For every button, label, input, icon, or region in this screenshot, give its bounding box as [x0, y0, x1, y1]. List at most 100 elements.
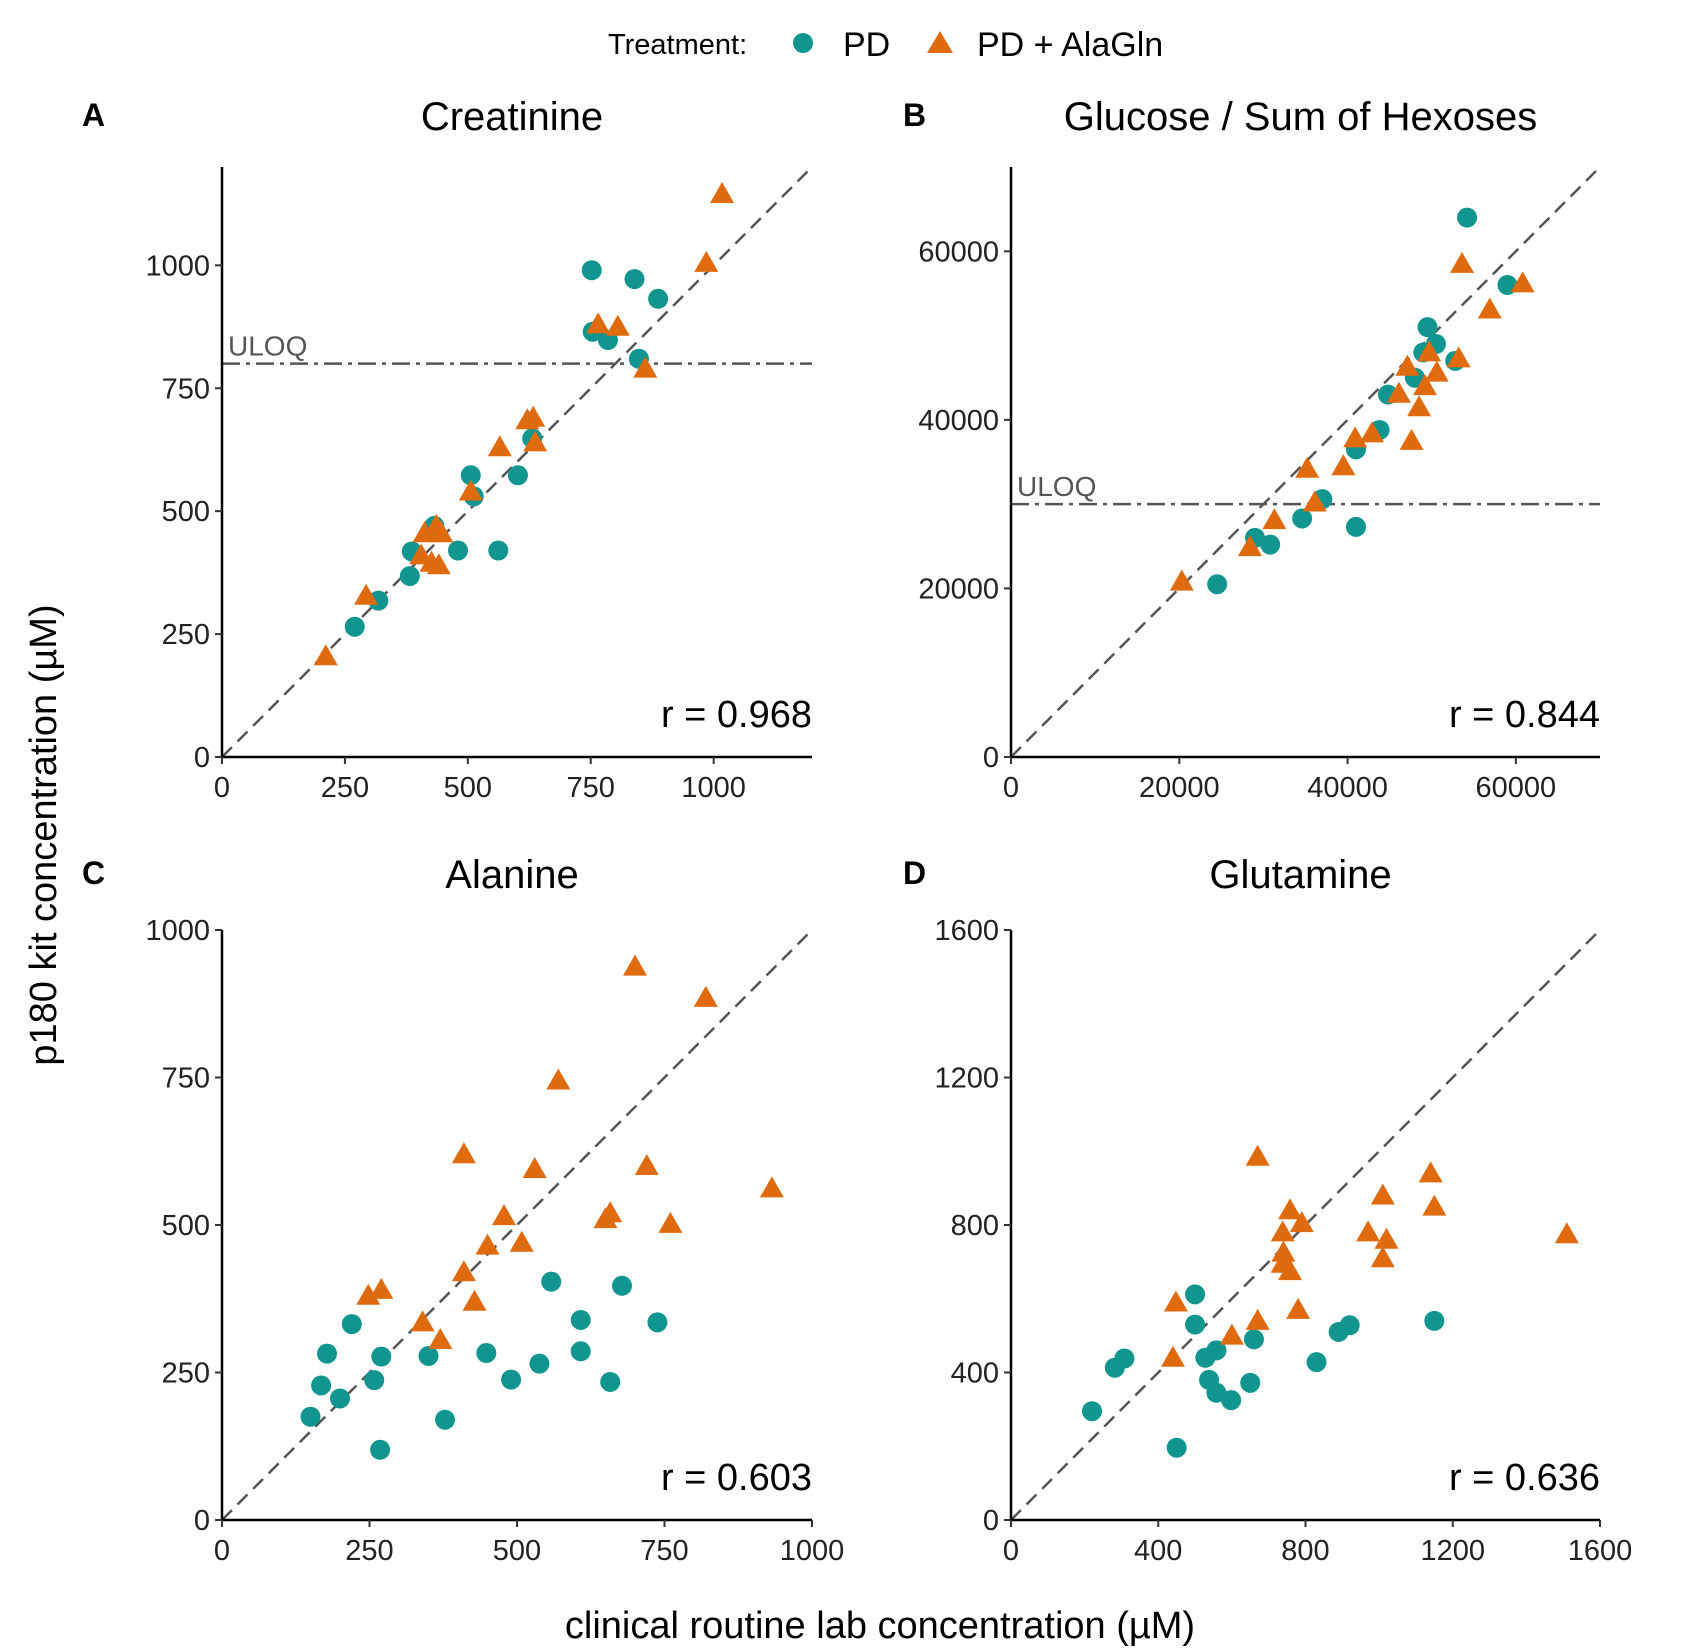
point-pd-alagln — [369, 1277, 394, 1299]
point-pd-alagln — [1237, 535, 1262, 557]
panel-c: C Alanine 0 250 500 750 1000 0 250 500 750 1000 r = … — [82, 853, 844, 1567]
point-pd-alagln — [1295, 456, 1320, 478]
point-pd — [1185, 1314, 1206, 1335]
legend-pdala-marker — [927, 31, 953, 53]
point-pd-alagln — [429, 521, 454, 543]
point-pd — [1206, 1340, 1227, 1361]
point-pd-alagln — [710, 182, 735, 204]
point-pd-alagln — [451, 1260, 476, 1282]
y-tick-label: 0 — [983, 1505, 999, 1537]
point-pd — [370, 1439, 391, 1460]
point-pd-alagln — [1160, 1345, 1185, 1367]
point-pd-alagln — [1477, 297, 1502, 319]
legend: Treatment: PD PD + AlaGln — [608, 26, 1163, 64]
point-pd-alagln — [451, 1142, 476, 1164]
point-pd — [529, 1353, 550, 1374]
point-pd — [1185, 1284, 1206, 1305]
panel-title: Creatinine — [421, 95, 603, 139]
x-tick-label: 750 — [640, 1535, 688, 1567]
point-pd-alagln — [658, 1211, 683, 1233]
panel-title: Glutamine — [1209, 853, 1391, 897]
uloq-label: ULOQ — [1017, 471, 1096, 502]
y-tick-label: 40000 — [918, 405, 999, 437]
point-pd — [488, 540, 509, 561]
uloq-label: ULOQ — [228, 331, 307, 362]
legend-title: Treatment: — [608, 29, 747, 61]
identity-line — [221, 166, 813, 758]
point-pd — [1339, 1315, 1360, 1336]
point-pd — [1424, 1310, 1445, 1331]
y-tick-label: 60000 — [918, 236, 999, 268]
point-pd-alagln — [1270, 1220, 1295, 1242]
point-pd — [300, 1406, 321, 1427]
y-tick-label: 0 — [194, 742, 210, 774]
y-tick-label: 20000 — [918, 573, 999, 605]
point-pd-alagln — [1412, 374, 1437, 396]
y-tick-label: 500 — [162, 496, 210, 528]
y-tick-label: 750 — [162, 373, 210, 405]
point-pd-alagln — [1169, 569, 1194, 591]
point-pd — [368, 590, 389, 611]
point-pd-alagln — [1245, 1308, 1270, 1330]
point-pd-alagln — [1278, 1259, 1303, 1281]
point-pd — [612, 1275, 633, 1296]
point-pd — [371, 1346, 392, 1367]
point-pd — [570, 1341, 591, 1362]
point-pd — [507, 465, 528, 486]
y-axis-title: p180 kit concentration (µM) — [23, 604, 65, 1065]
y-tick-label: 250 — [162, 1358, 210, 1390]
panel-title: Alanine — [445, 853, 578, 897]
correlation-label: r = 0.636 — [1449, 1457, 1600, 1499]
point-pd-alagln — [694, 250, 719, 272]
panel-label: A — [82, 97, 105, 133]
point-pd — [1206, 1382, 1227, 1403]
correlation-label: r = 0.603 — [661, 1457, 812, 1499]
point-pd — [647, 1312, 668, 1333]
legend-pd-label: PD — [843, 26, 890, 64]
point-pd-alagln — [1370, 1246, 1395, 1268]
point-pd — [1243, 1329, 1264, 1350]
y-tick-label: 0 — [983, 742, 999, 774]
panel-d: D Glutamine 0 400 800 1200 1600 0 400 800 1200 1600… — [903, 853, 1632, 1567]
x-tick-label: 1000 — [681, 772, 746, 804]
point-pd-alagln — [1359, 421, 1384, 443]
point-pd-alagln — [1370, 1183, 1395, 1205]
x-tick-label: 250 — [345, 1535, 393, 1567]
x-tick-label: 0 — [214, 1535, 230, 1567]
point-pd-alagln — [458, 479, 483, 501]
point-pd-alagln — [354, 583, 379, 605]
point-pd-alagln — [623, 954, 647, 976]
point-pd — [541, 1271, 562, 1292]
point-pd — [399, 566, 420, 587]
point-pd — [624, 269, 645, 290]
point-pd — [311, 1375, 332, 1396]
point-pd-alagln — [634, 1154, 659, 1175]
point-pd-alagln — [356, 1283, 381, 1305]
point-pd-alagln — [487, 435, 512, 457]
point-pd-alagln — [1422, 1194, 1447, 1216]
y-tick-label: 1000 — [145, 250, 210, 282]
x-tick-label: 800 — [1281, 1535, 1329, 1567]
x-tick-label: 40000 — [1307, 772, 1388, 804]
identity-line — [221, 929, 813, 1521]
x-tick-label: 60000 — [1476, 772, 1557, 804]
point-pd — [600, 1371, 621, 1392]
point-pd — [418, 1345, 439, 1366]
x-tick-label: 250 — [321, 772, 369, 804]
panel-a: A Creatinine ULOQ 0 250 500 750 1000 0 250 500 750 1… — [82, 95, 813, 804]
x-tick-label: 500 — [493, 1535, 541, 1567]
point-pd — [1166, 1437, 1187, 1458]
panel-label: B — [903, 97, 926, 133]
x-tick-label: 0 — [1003, 1535, 1019, 1567]
point-pd — [1207, 574, 1228, 595]
x-tick-label: 20000 — [1139, 772, 1220, 804]
point-pd — [1457, 207, 1478, 228]
point-pd-alagln — [1554, 1222, 1579, 1244]
point-pd — [1417, 317, 1438, 338]
x-tick-label: 400 — [1134, 1535, 1182, 1567]
point-pd-alagln — [1510, 271, 1535, 293]
legend-pd-marker — [793, 33, 813, 53]
y-tick-label: 250 — [162, 619, 210, 651]
legend-pdala-label: PD + AlaGln — [977, 26, 1163, 64]
